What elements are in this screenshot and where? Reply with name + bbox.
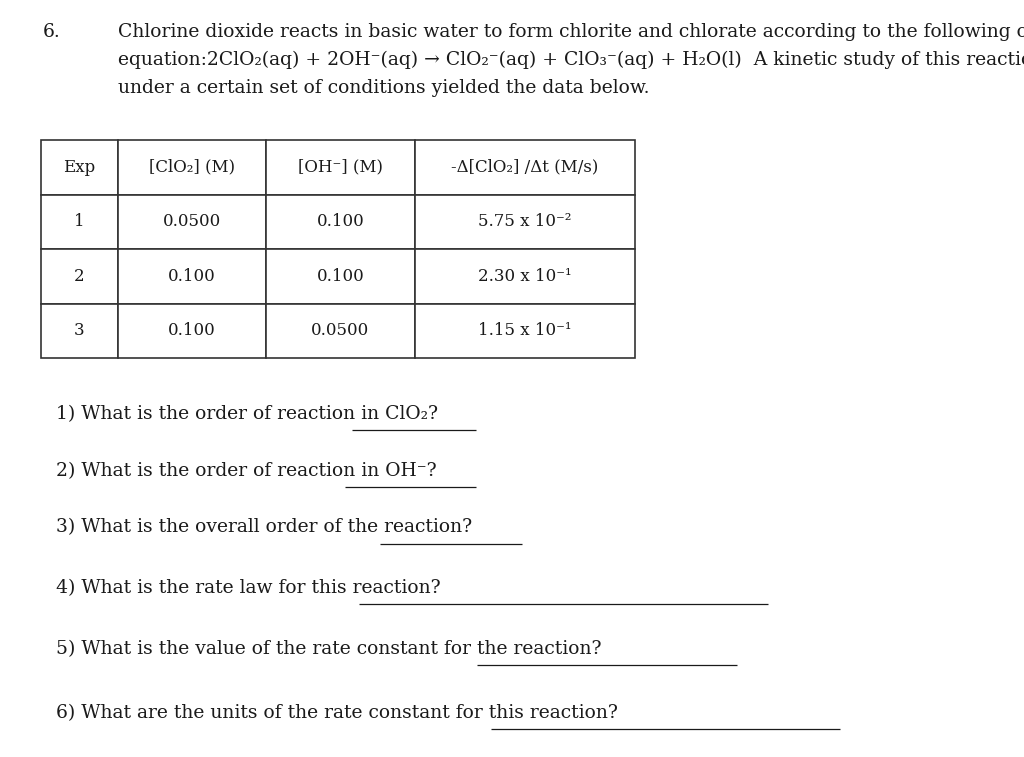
Text: 6) What are the units of the rate constant for this reaction?: 6) What are the units of the rate consta… <box>56 704 618 722</box>
Text: 0.0500: 0.0500 <box>311 322 370 339</box>
Text: 0.0500: 0.0500 <box>163 213 221 230</box>
Text: 4) What is the rate law for this reaction?: 4) What is the rate law for this reactio… <box>56 579 441 597</box>
Bar <box>118 304 266 358</box>
Bar <box>118 195 266 249</box>
Text: 1) What is the order of reaction in ClO₂?: 1) What is the order of reaction in ClO₂… <box>56 405 438 423</box>
Text: 3: 3 <box>74 322 85 339</box>
Bar <box>41 304 118 358</box>
Text: 0.100: 0.100 <box>168 322 216 339</box>
Text: 2: 2 <box>74 268 85 285</box>
Bar <box>266 195 415 249</box>
Text: Exp: Exp <box>63 159 95 176</box>
Bar <box>415 195 635 249</box>
Text: 5) What is the value of the rate constant for the reaction?: 5) What is the value of the rate constan… <box>56 640 602 658</box>
Text: 2.30 x 10⁻¹: 2.30 x 10⁻¹ <box>478 268 571 285</box>
Bar <box>41 249 118 304</box>
Text: 0.100: 0.100 <box>316 213 365 230</box>
Text: 5.75 x 10⁻²: 5.75 x 10⁻² <box>478 213 571 230</box>
Text: [ClO₂] (M): [ClO₂] (M) <box>148 159 236 176</box>
Text: -Δ[ClO₂] /Δt (M/s): -Δ[ClO₂] /Δt (M/s) <box>452 159 598 176</box>
Text: [OH⁻] (M): [OH⁻] (M) <box>298 159 383 176</box>
Text: 2) What is the order of reaction in OH⁻?: 2) What is the order of reaction in OH⁻? <box>56 462 437 480</box>
Bar <box>118 249 266 304</box>
Text: 1: 1 <box>74 213 85 230</box>
Bar <box>415 140 635 195</box>
Text: 6.: 6. <box>43 23 60 41</box>
Bar <box>415 249 635 304</box>
Bar <box>41 195 118 249</box>
Text: under a certain set of conditions yielded the data below.: under a certain set of conditions yielde… <box>118 79 649 97</box>
Text: 3) What is the overall order of the reaction?: 3) What is the overall order of the reac… <box>56 519 472 537</box>
Text: Chlorine dioxide reacts in basic water to form chlorite and chlorate according t: Chlorine dioxide reacts in basic water t… <box>118 23 1024 41</box>
Bar <box>266 249 415 304</box>
Text: 1.15 x 10⁻¹: 1.15 x 10⁻¹ <box>478 322 571 339</box>
Bar <box>415 304 635 358</box>
Bar <box>266 304 415 358</box>
Text: equation:2ClO₂(aq) + 2OH⁻(aq) → ClO₂⁻(aq) + ClO₃⁻(aq) + H₂O(l)  A kinetic study : equation:2ClO₂(aq) + 2OH⁻(aq) → ClO₂⁻(aq… <box>118 51 1024 69</box>
Text: 0.100: 0.100 <box>168 268 216 285</box>
Bar <box>118 140 266 195</box>
Bar <box>41 140 118 195</box>
Text: 0.100: 0.100 <box>316 268 365 285</box>
Bar <box>266 140 415 195</box>
